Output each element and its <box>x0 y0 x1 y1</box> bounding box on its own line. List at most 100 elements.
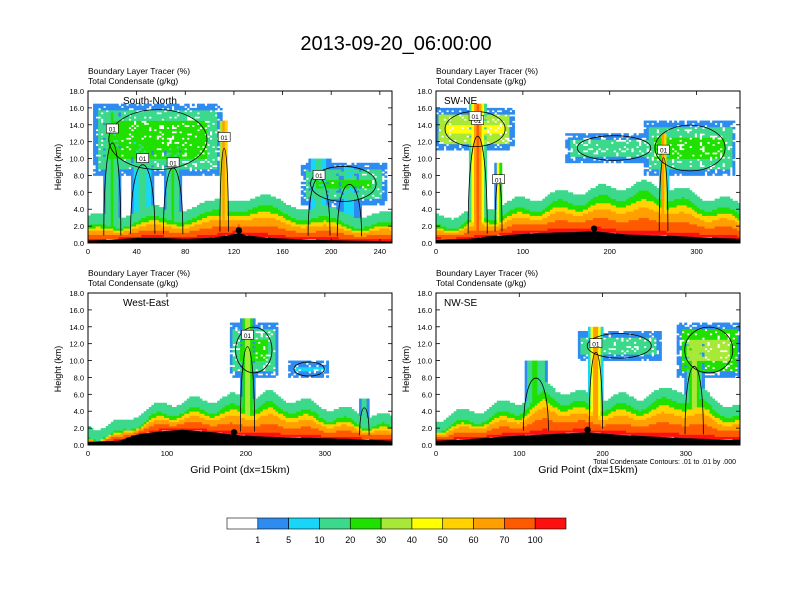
field-cell <box>118 198 122 202</box>
field-cell <box>453 226 457 229</box>
field-cell <box>174 211 178 214</box>
field-cell <box>229 202 233 206</box>
field-cell <box>351 209 355 212</box>
field-cell <box>123 135 127 138</box>
field-cell <box>323 167 327 170</box>
field-cell <box>326 188 330 191</box>
field-cell <box>194 110 198 113</box>
field-cell <box>310 232 314 235</box>
field-cell <box>354 221 357 225</box>
field-cell <box>118 154 122 157</box>
field-cell <box>146 133 150 136</box>
field-cell <box>371 171 375 174</box>
field-cell <box>466 118 470 121</box>
field-cell <box>448 112 452 115</box>
field-cell <box>194 150 198 153</box>
field-cell <box>369 236 373 240</box>
field-cell <box>115 179 119 183</box>
field-cell <box>181 158 185 162</box>
field-cell <box>303 192 307 195</box>
field-cell <box>381 238 385 242</box>
field-cell <box>356 213 360 216</box>
field-cell <box>110 167 114 170</box>
field-cell <box>141 114 145 117</box>
field-cell <box>303 217 307 221</box>
field-cell <box>217 217 221 221</box>
field-cell <box>90 221 94 225</box>
field-cell <box>212 112 216 115</box>
field-cell <box>95 148 99 151</box>
field-cell <box>204 167 208 170</box>
field-cell <box>313 230 317 233</box>
field-cell <box>468 190 472 193</box>
field-cell <box>189 219 193 223</box>
field-cell <box>323 228 327 231</box>
field-cell <box>456 228 460 231</box>
field-cell <box>105 226 109 229</box>
field-cell <box>331 171 335 174</box>
field-cell <box>179 110 183 113</box>
field-cell <box>333 179 337 183</box>
field-cell <box>318 221 322 225</box>
field-cell <box>371 198 375 202</box>
field-cell <box>240 219 243 223</box>
field-cell <box>164 198 167 202</box>
field-cell <box>471 232 475 235</box>
field-cell <box>222 232 226 235</box>
field-cell <box>141 171 145 174</box>
field-cell <box>166 154 170 157</box>
field-cell <box>331 200 335 204</box>
field-cell <box>120 114 124 117</box>
field-cell <box>219 213 223 216</box>
field-cell <box>158 228 162 231</box>
field-cell <box>209 116 213 119</box>
field-cell <box>171 188 175 191</box>
field-cell <box>151 196 155 200</box>
field-cell <box>118 209 122 212</box>
field-cell <box>136 122 140 126</box>
field-cell <box>166 150 170 153</box>
field-cell <box>305 230 309 233</box>
field-cell <box>288 228 292 231</box>
field-cell <box>313 211 317 214</box>
field-cell <box>179 234 183 238</box>
field-cell <box>174 188 178 191</box>
field-cell <box>354 188 357 191</box>
field-cell <box>110 120 114 124</box>
field-cell <box>98 103 102 107</box>
field-cell <box>108 234 112 238</box>
field-cell <box>305 169 309 172</box>
field-cell <box>138 143 142 147</box>
field-cell <box>348 171 352 174</box>
field-cell <box>133 202 137 206</box>
field-cell <box>136 228 140 231</box>
field-cell <box>138 116 142 119</box>
field-cell <box>316 202 319 206</box>
field-cell <box>346 207 350 210</box>
field-cell <box>316 194 319 197</box>
field-cell <box>471 181 475 185</box>
field-cell <box>333 186 337 189</box>
field-cell <box>164 137 167 140</box>
field-cell <box>131 120 134 124</box>
field-cell <box>471 171 475 174</box>
field-cell <box>285 217 289 221</box>
field-cell <box>120 173 124 176</box>
field-cell <box>224 181 228 185</box>
field-cell <box>456 139 460 143</box>
field-cell <box>458 124 462 128</box>
field-cell <box>376 226 380 229</box>
field-cell <box>196 110 200 113</box>
field-cell <box>93 173 96 176</box>
field-cell <box>164 236 167 240</box>
field-cell <box>95 230 99 233</box>
field-cell <box>131 173 134 176</box>
field-cell <box>113 171 117 174</box>
field-cell <box>217 122 221 126</box>
field-cell <box>202 103 205 107</box>
field-cell <box>174 186 178 189</box>
field-cell <box>158 167 162 170</box>
field-cell <box>199 205 203 208</box>
field-cell <box>379 232 383 235</box>
field-cell <box>381 198 385 202</box>
